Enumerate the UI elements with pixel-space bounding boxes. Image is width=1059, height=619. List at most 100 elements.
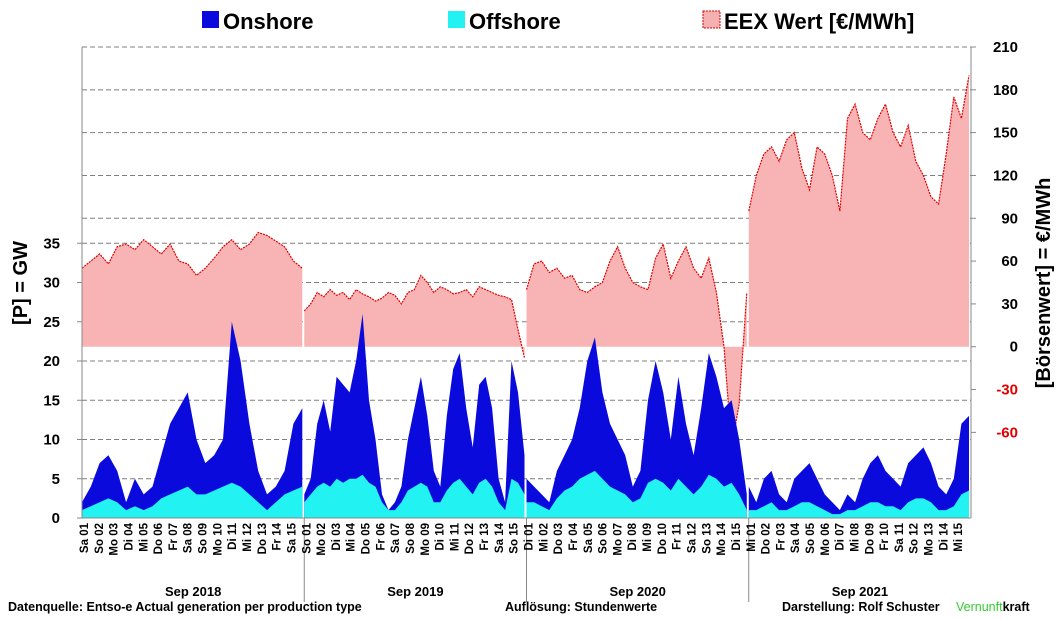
period-label: Sep 2019	[387, 584, 443, 599]
price-area	[526, 244, 747, 447]
day-label: So 02	[94, 523, 106, 554]
day-label: Fr 07	[168, 523, 180, 551]
right-tick-label: 90	[1001, 210, 1018, 227]
footer-brand: Vernunftkraft	[956, 600, 1031, 614]
day-label: Sa 05	[583, 522, 595, 553]
day-label: Fr 06	[375, 523, 387, 551]
day-label: Sa 12	[687, 523, 699, 553]
offshore-area	[304, 474, 525, 518]
right-tick-label: 60	[1001, 253, 1018, 270]
day-label: So 09	[198, 523, 210, 554]
day-label: Di 11	[227, 522, 239, 549]
right-tick-label: 120	[993, 167, 1018, 184]
day-label: Do 13	[257, 523, 269, 554]
day-label: Fr 14	[272, 522, 284, 550]
offshore-area	[82, 482, 303, 518]
right-tick-label: 0	[1010, 339, 1018, 356]
right-y-ticks: -60 -30 0 30 60 90 120 150 180 210	[971, 39, 1018, 441]
left-axis-title: [P] = GW	[10, 241, 32, 325]
legend-label-onshore: Onshore	[223, 9, 313, 34]
right-tick-label: 30	[1001, 296, 1018, 313]
day-label: Mo 13	[924, 523, 936, 556]
day-label: Mo 02	[316, 523, 328, 556]
day-label: Sa 14	[494, 522, 506, 553]
price-line	[748, 75, 970, 212]
offshore-area	[748, 490, 969, 518]
price-area	[304, 275, 525, 359]
day-label: Do 12	[464, 523, 476, 554]
day-label: So 01	[301, 522, 313, 553]
left-tick-label: 20	[43, 353, 60, 370]
day-label: Mi 05	[138, 522, 150, 551]
onshore-area	[748, 415, 969, 518]
day-label: Mi 01	[746, 522, 758, 551]
day-label: Fr 13	[479, 523, 491, 551]
day-label: Sa 11	[894, 522, 906, 552]
day-label: Di 10	[435, 523, 447, 551]
price-line	[525, 242, 748, 447]
day-label: Do 10	[657, 523, 669, 554]
day-label: Mo 09	[420, 523, 432, 556]
period-label: Sep 2020	[609, 584, 665, 599]
day-label: Sa 04	[790, 522, 802, 553]
day-label: Do 06	[153, 523, 165, 554]
left-tick-label: 0	[52, 510, 60, 527]
day-label: Sa 15	[286, 522, 298, 553]
day-label: Di 08	[627, 522, 639, 550]
day-label: Di 03	[331, 523, 343, 551]
right-tick-label: 150	[993, 125, 1018, 142]
offshore-area	[526, 470, 747, 518]
day-label: Mo 14	[716, 522, 728, 555]
price-area	[748, 75, 969, 347]
period-label: Sep 2021	[832, 584, 888, 599]
legend-swatch-price	[702, 10, 721, 29]
day-label: Mi 15	[953, 522, 965, 551]
day-label: Do 05	[361, 522, 373, 554]
onshore-area	[82, 321, 303, 518]
price-area	[82, 232, 303, 347]
left-tick-label: 15	[43, 392, 60, 409]
day-label: So 08	[405, 522, 417, 553]
price-line	[303, 274, 526, 359]
day-label: Mi 11	[449, 522, 461, 551]
day-label: Mo 06	[820, 523, 832, 556]
left-tick-label: 25	[43, 314, 60, 331]
day-label: So 15	[509, 522, 521, 553]
x-axis-labels: Sa 01 So 02 Mo 03 Di 04 Mi 05 Do 06 Fr 07 Sa 08…	[79, 518, 965, 602]
legend: Onshore Offshore EEX Wert [€/MWh]	[202, 9, 914, 34]
onshore-area	[526, 337, 747, 518]
day-label: Di 04	[123, 522, 135, 550]
left-tick-label: 30	[43, 275, 60, 292]
day-label: Fr 03	[775, 523, 787, 551]
left-tick-label: 10	[43, 432, 60, 449]
left-y-ticks: 0 5 10 15 20 25 30 35	[43, 235, 82, 527]
day-label: Sa 07	[390, 523, 402, 553]
legend-label-price: EEX Wert [€/MWh]	[724, 9, 914, 34]
day-label: Do 09	[864, 523, 876, 554]
onshore-area	[304, 313, 525, 518]
day-label: Fr 11	[672, 522, 684, 549]
right-tick-label: -60	[996, 424, 1018, 441]
day-label: Mi 08	[850, 522, 862, 551]
legend-swatch-onshore	[202, 11, 219, 28]
day-label: So 12	[909, 523, 921, 554]
day-label: Mo 07	[612, 523, 624, 556]
footer-brand-green: Vernunft	[956, 600, 1003, 614]
day-label: Mo 03	[109, 523, 121, 556]
day-label: Di 14	[938, 522, 950, 550]
day-label: Fr 04	[568, 522, 580, 550]
footer-author: Darstellung: Rolf Schuster	[782, 600, 940, 614]
left-tick-label: 35	[43, 235, 60, 252]
day-label: Mi 02	[538, 523, 550, 552]
day-label: Mi 12	[242, 523, 254, 552]
legend-label-offshore: Offshore	[469, 9, 561, 34]
day-label: Di 15	[731, 522, 743, 550]
day-label: Sa 08	[183, 522, 195, 553]
day-label: Di 01	[524, 522, 536, 550]
left-tick-label: 5	[52, 471, 60, 488]
day-label: Mo 10	[212, 523, 224, 556]
legend-swatch-offshore	[448, 11, 465, 28]
day-label: So 06	[598, 523, 610, 554]
day-label: Do 02	[761, 523, 773, 554]
day-label: So 13	[701, 523, 713, 554]
